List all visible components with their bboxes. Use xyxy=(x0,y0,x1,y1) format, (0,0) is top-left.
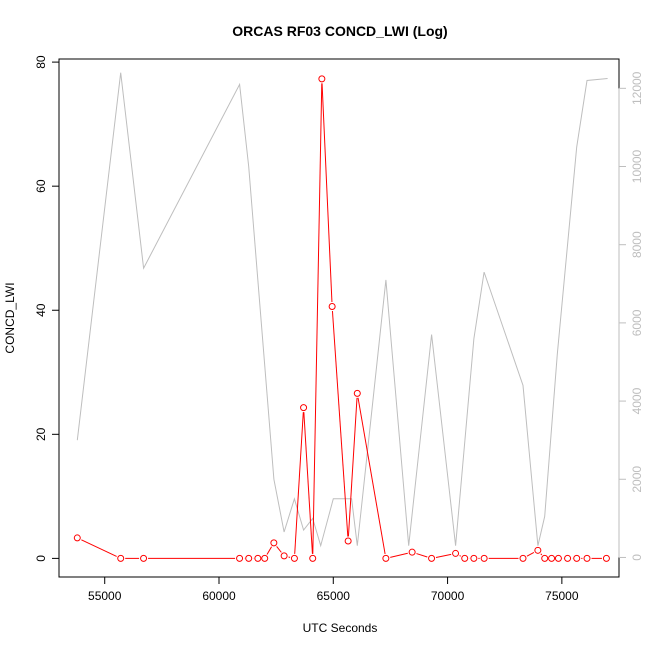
data-point xyxy=(519,554,527,562)
primary-series-segment xyxy=(294,412,304,554)
y2-tick-label: 4000 xyxy=(630,387,644,414)
chart-title: ORCAS RF03 CONCD_LWI (Log) xyxy=(232,23,447,39)
axes-group: 55000 60000 65000 70000 75000 0 20 40 60 80 0 2000 4… xyxy=(34,55,644,603)
primary-series-segment xyxy=(347,397,358,537)
data-point xyxy=(261,554,269,562)
data-point xyxy=(300,404,308,412)
primary-series-segment xyxy=(540,553,543,556)
y-axis-label: CONCD_LWI xyxy=(3,282,17,353)
data-point xyxy=(382,554,390,562)
primary-series-segment xyxy=(435,553,452,558)
data-point xyxy=(583,554,591,562)
data-point xyxy=(245,554,253,562)
data-point xyxy=(602,554,610,562)
data-point xyxy=(236,554,244,562)
primary-series-segment xyxy=(312,83,323,554)
data-point xyxy=(534,546,542,554)
x-tick-label: 70000 xyxy=(431,589,465,603)
data-point xyxy=(353,389,361,397)
data-point xyxy=(280,552,288,560)
data-point xyxy=(254,554,262,562)
y2-tick-label: 12000 xyxy=(630,71,644,105)
data-point xyxy=(408,548,416,556)
y2-tick-label: 2000 xyxy=(630,466,644,493)
x-tick-label: 65000 xyxy=(317,589,351,603)
primary-series-segment xyxy=(276,546,282,553)
primary-series-segment xyxy=(266,546,273,555)
data-point xyxy=(564,554,572,562)
data-point xyxy=(290,554,298,562)
y2-tick-label: 6000 xyxy=(630,309,644,336)
primary-series-segment xyxy=(357,397,386,555)
data-point xyxy=(452,549,460,557)
y-tick-label: 60 xyxy=(34,179,48,193)
data-point xyxy=(470,554,478,562)
x-tick-label: 60000 xyxy=(202,589,236,603)
y-tick-label: 0 xyxy=(34,555,48,562)
primary-series-segment xyxy=(459,555,461,557)
secondary-series-group xyxy=(76,72,608,548)
data-point xyxy=(318,75,326,83)
data-point xyxy=(270,539,278,547)
primary-series-group xyxy=(73,75,610,562)
primary-series-segment xyxy=(390,552,408,558)
data-point xyxy=(140,554,148,562)
data-point xyxy=(480,554,488,562)
primary-series-segment xyxy=(331,310,349,537)
data-point xyxy=(541,554,549,562)
data-point xyxy=(428,554,436,562)
primary-series-segment xyxy=(81,539,117,557)
x-axis-label: UTC Seconds xyxy=(303,621,378,635)
y-tick-label: 80 xyxy=(34,55,48,69)
data-point xyxy=(461,554,469,562)
primary-series-segment xyxy=(303,412,313,554)
y2-tick-label: 8000 xyxy=(630,231,644,258)
y-tick-label: 20 xyxy=(34,427,48,441)
primary-series-segment xyxy=(416,553,428,558)
data-point xyxy=(573,554,581,562)
y2-tick-label: 0 xyxy=(630,554,644,561)
x-tick-label: 55000 xyxy=(88,589,122,603)
data-point xyxy=(554,554,562,562)
x-tick-label: 75000 xyxy=(545,589,579,603)
primary-series-segment xyxy=(321,83,333,303)
data-point xyxy=(73,534,81,542)
data-point xyxy=(548,554,556,562)
data-point xyxy=(328,303,336,311)
data-point xyxy=(309,554,317,562)
secondary-series-line xyxy=(76,72,608,548)
primary-series-segment xyxy=(526,552,535,557)
data-point xyxy=(117,554,125,562)
y-tick-label: 40 xyxy=(34,303,48,317)
data-point xyxy=(344,537,352,545)
y2-tick-label: 10000 xyxy=(630,150,644,184)
